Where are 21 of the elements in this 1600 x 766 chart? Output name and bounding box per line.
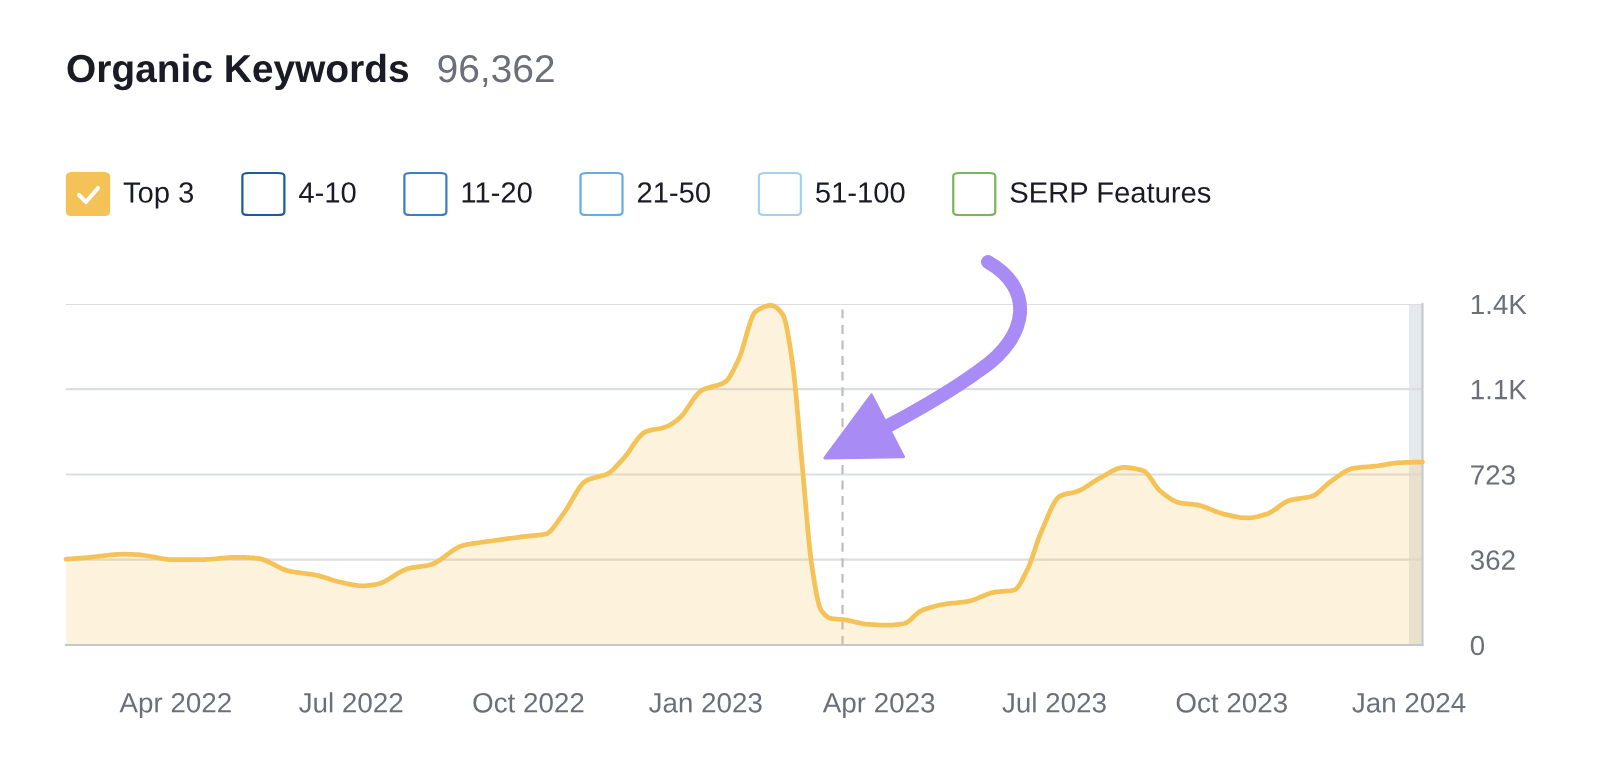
x-tick-label: Apr 2022 [119,692,231,719]
y-tick-label: 362 [1470,550,1515,570]
x-tick-label: Oct 2022 [473,692,584,713]
x-tick-label: Jul 2023 [1002,692,1106,713]
legend-label: 51-100 [816,182,905,203]
legend-label: 11-20 [462,182,532,203]
y-tick-label: 723 [1471,465,1515,485]
x-tick-label: Jan 2023 [649,692,762,713]
x-tick-label: Jul 2022 [299,692,403,713]
chart-subtitle: 96,362 [438,54,554,88]
legend-label: 21-50 [637,182,710,203]
y-tick-label: 0 [1470,635,1485,656]
legend-label: 4-10 [299,182,356,203]
x-tick-label: Jan 2024 [1352,692,1466,713]
chart-title: Organic Keywords [67,53,409,91]
legend-label: SERP Features [1010,182,1211,203]
y-tick-label: 1.1K [1471,380,1527,400]
x-tick-label: Oct 2023 [1176,692,1287,713]
x-tick-label: Apr 2023 [822,692,935,719]
y-tick-label: 1.4K [1471,294,1527,315]
legend-label: Top 3 [123,182,194,209]
